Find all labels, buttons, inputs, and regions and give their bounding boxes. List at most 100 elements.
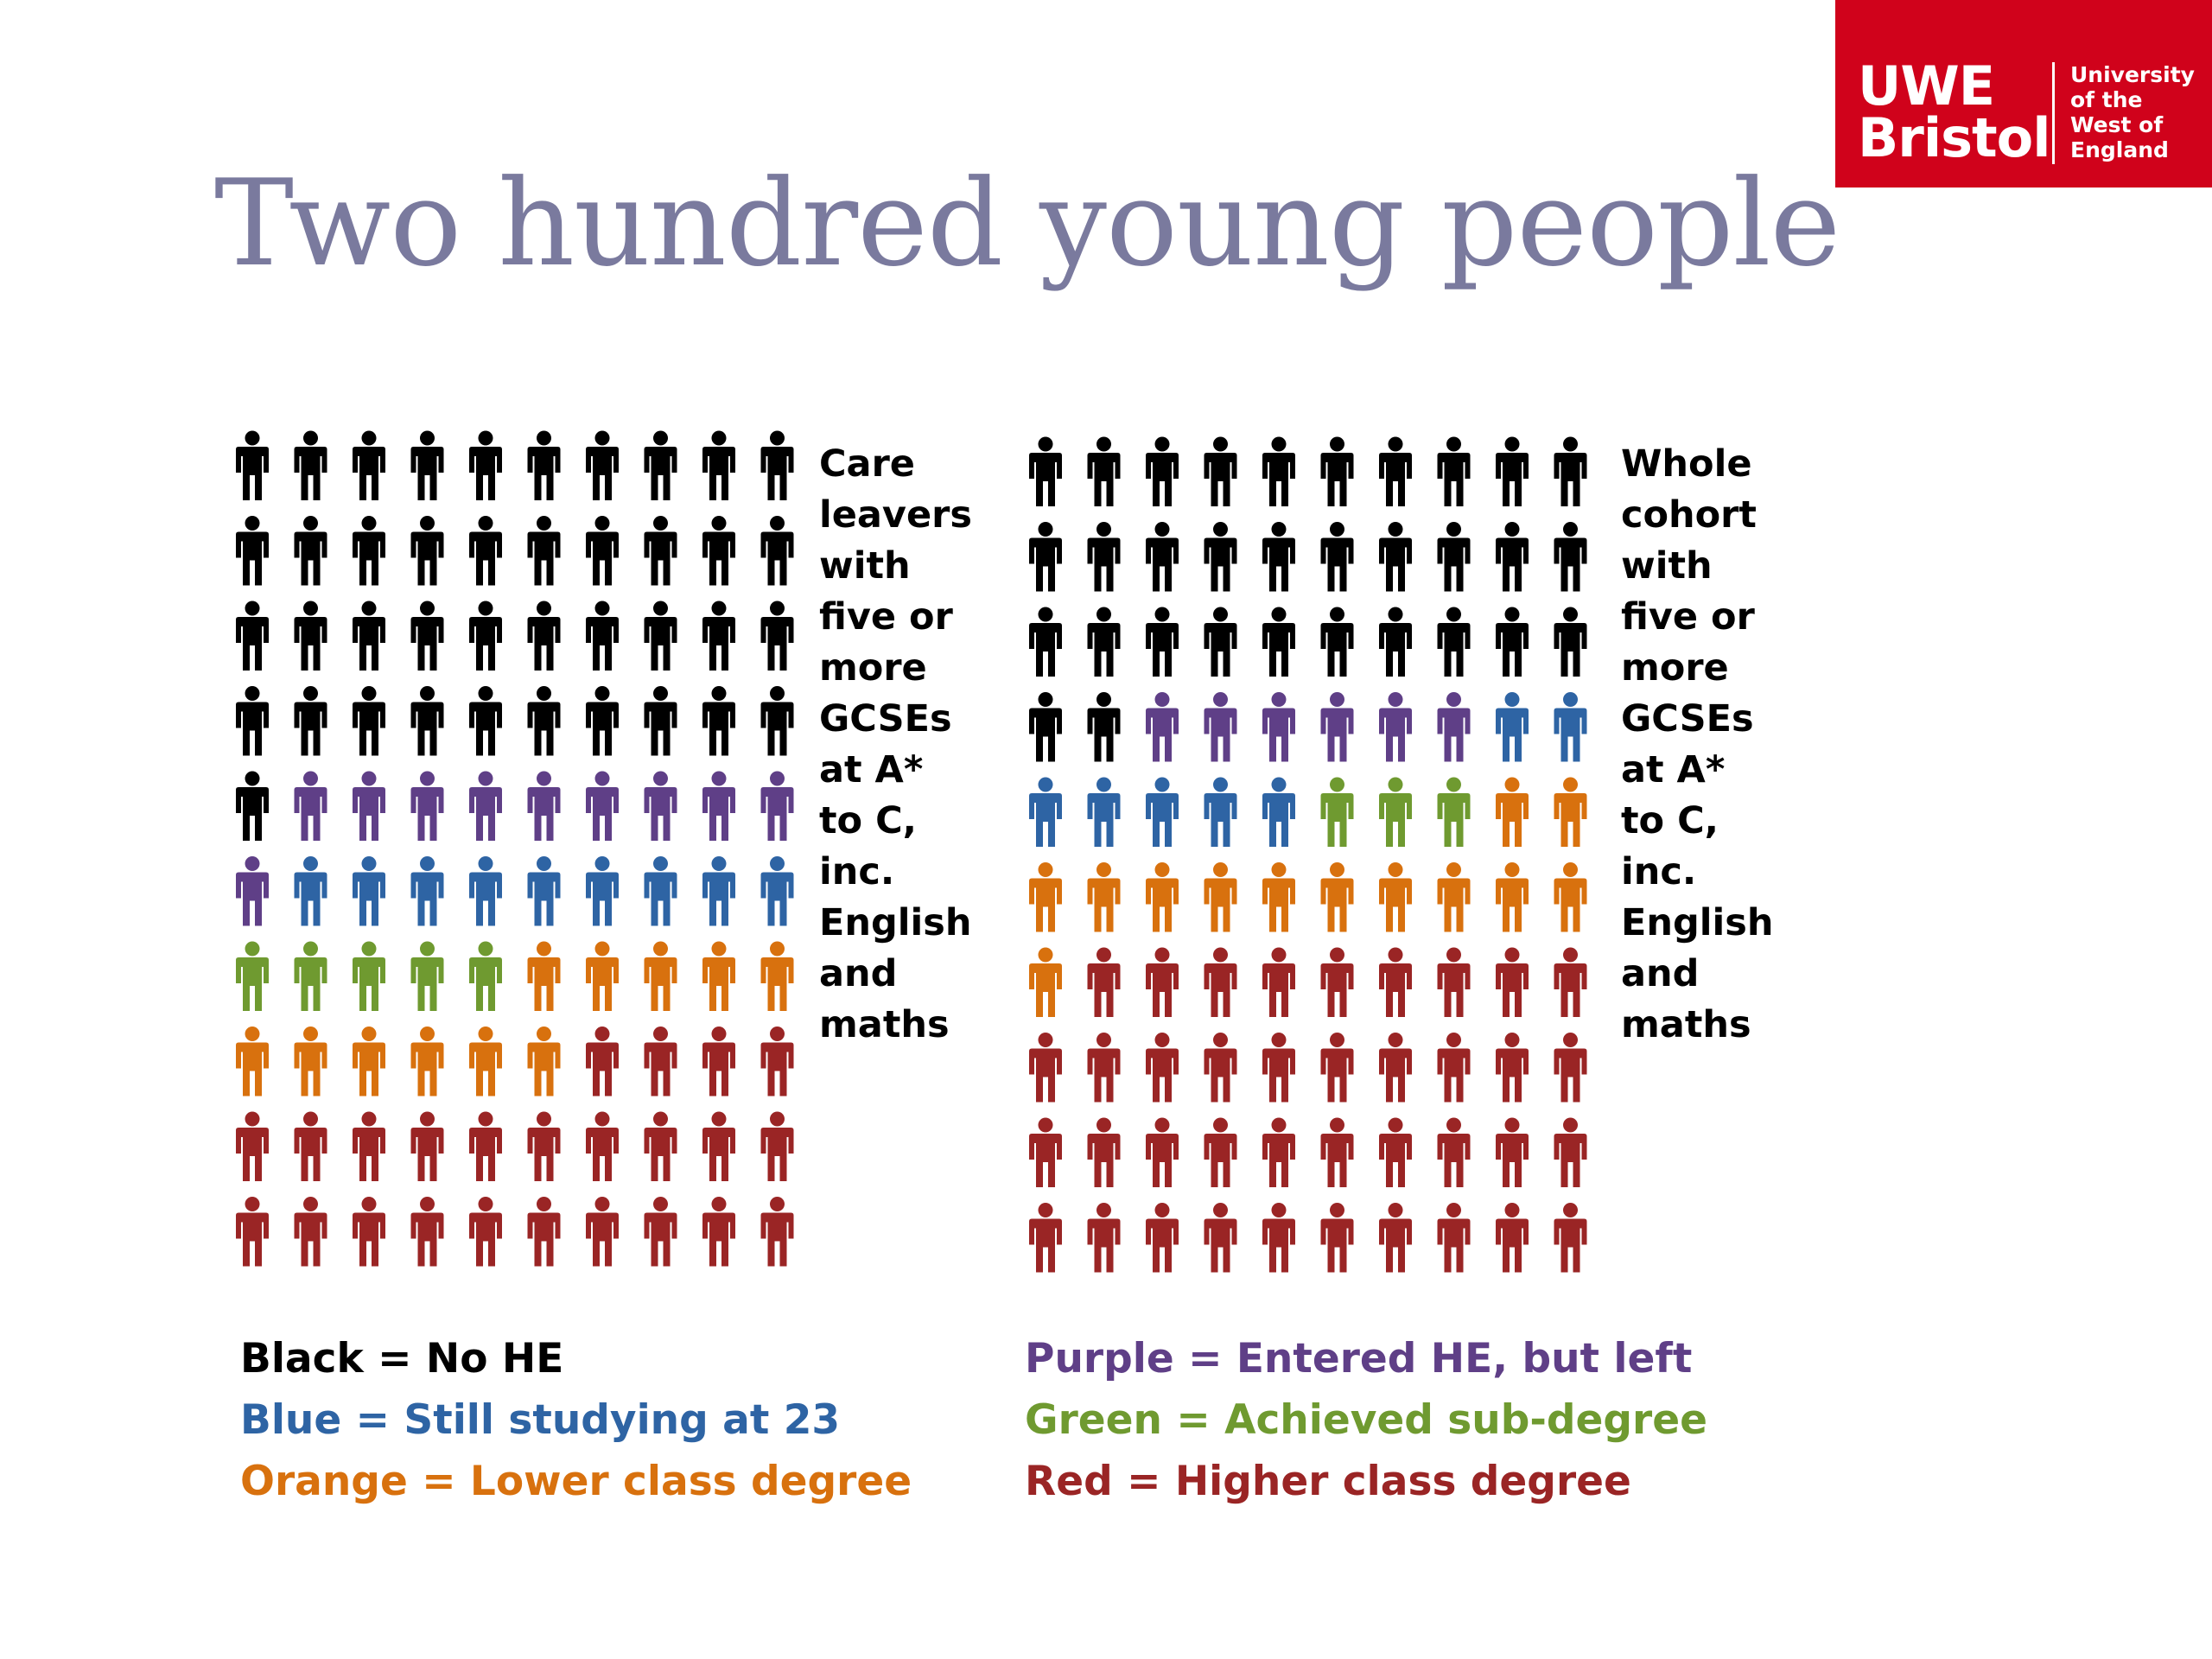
person-icon bbox=[236, 771, 269, 841]
logo-main-line: Bristol bbox=[1858, 106, 2050, 169]
legend-left: Black = No HE Blue = Still studying at 2… bbox=[240, 1328, 912, 1512]
logo-divider bbox=[2052, 62, 2055, 164]
label-line: maths bbox=[819, 1003, 950, 1046]
person-icon bbox=[1262, 947, 1295, 1017]
person-icon bbox=[1496, 1203, 1529, 1273]
person-icon bbox=[1146, 1203, 1179, 1273]
care-leavers-pictogram bbox=[226, 430, 814, 1294]
person-icon bbox=[1087, 692, 1121, 762]
person-icon bbox=[410, 686, 444, 756]
person-icon bbox=[1204, 1203, 1237, 1273]
person-icon bbox=[1496, 522, 1529, 592]
legend-item-orange: Orange = Lower class degree bbox=[240, 1458, 912, 1505]
person-icon bbox=[1379, 436, 1412, 506]
person-icon bbox=[1554, 607, 1587, 677]
person-icon bbox=[1087, 777, 1121, 847]
person-icon bbox=[760, 601, 794, 671]
person-icon bbox=[410, 856, 444, 926]
person-icon bbox=[1496, 692, 1529, 762]
person-icon bbox=[527, 856, 561, 926]
person-icon bbox=[469, 1111, 502, 1181]
person-icon bbox=[527, 601, 561, 671]
person-icon bbox=[644, 516, 677, 586]
person-icon bbox=[1262, 436, 1295, 506]
person-icon bbox=[1087, 1117, 1121, 1187]
person-icon bbox=[410, 1197, 444, 1267]
person-icon bbox=[1087, 607, 1121, 677]
person-icon bbox=[294, 941, 327, 1011]
person-icon bbox=[1262, 1203, 1295, 1273]
person-icon bbox=[1087, 1203, 1121, 1273]
person-icon bbox=[469, 516, 502, 586]
person-icon bbox=[1146, 522, 1179, 592]
person-icon bbox=[236, 686, 269, 756]
person-icon bbox=[294, 430, 327, 500]
person-icon bbox=[527, 1111, 561, 1181]
legend-item-purple: Purple = Entered HE, but left bbox=[1025, 1335, 1693, 1382]
person-icon bbox=[527, 430, 561, 500]
person-icon bbox=[1029, 522, 1062, 592]
person-icon bbox=[1146, 692, 1179, 762]
person-icon bbox=[1204, 777, 1237, 847]
person-icon bbox=[702, 941, 735, 1011]
person-icon bbox=[1029, 1033, 1062, 1103]
logo-sub-line: England bbox=[2070, 137, 2169, 162]
label-line: to C, bbox=[819, 799, 917, 842]
person-icon bbox=[1437, 1117, 1471, 1187]
person-icon bbox=[1146, 436, 1179, 506]
label-line: English bbox=[1621, 901, 1774, 944]
person-icon bbox=[1320, 1033, 1354, 1103]
person-icon bbox=[1554, 862, 1587, 932]
person-icon bbox=[1029, 1203, 1062, 1273]
person-icon bbox=[1029, 692, 1062, 762]
person-icon bbox=[1437, 1203, 1471, 1273]
person-icon bbox=[410, 601, 444, 671]
person-icon bbox=[1437, 862, 1471, 932]
label-line: Whole bbox=[1621, 442, 1752, 486]
person-icon bbox=[760, 1197, 794, 1267]
person-icon bbox=[702, 1111, 735, 1181]
person-icon bbox=[702, 771, 735, 841]
person-icon bbox=[586, 601, 619, 671]
person-icon bbox=[353, 516, 385, 586]
person-icon bbox=[1554, 1203, 1587, 1273]
person-icon bbox=[236, 430, 269, 500]
person-icon bbox=[702, 516, 735, 586]
person-icon bbox=[644, 686, 677, 756]
person-icon bbox=[1320, 607, 1354, 677]
logo-sub-line: of the bbox=[2070, 87, 2143, 112]
person-icon bbox=[410, 430, 444, 500]
person-icon bbox=[1379, 1117, 1412, 1187]
person-icon bbox=[236, 516, 269, 586]
whole-cohort-pictogram bbox=[1020, 436, 1607, 1300]
legend-item-red: Red = Higher class degree bbox=[1025, 1458, 1631, 1505]
person-icon bbox=[644, 771, 677, 841]
label-line: leavers bbox=[819, 493, 972, 537]
legend-item-black: Black = No HE bbox=[240, 1335, 564, 1382]
person-icon bbox=[702, 1027, 735, 1096]
person-icon bbox=[294, 686, 327, 756]
person-icon bbox=[1320, 777, 1354, 847]
person-icon bbox=[353, 430, 385, 500]
label-line: at A* bbox=[819, 748, 924, 791]
person-icon bbox=[1087, 436, 1121, 506]
person-icon bbox=[353, 1197, 385, 1267]
person-icon bbox=[702, 686, 735, 756]
label-line: maths bbox=[1621, 1003, 1751, 1046]
person-icon bbox=[410, 941, 444, 1011]
person-icon bbox=[1320, 436, 1354, 506]
person-icon bbox=[586, 1197, 619, 1267]
person-icon bbox=[236, 856, 269, 926]
label-line: with bbox=[1621, 544, 1713, 588]
person-icon bbox=[294, 1197, 327, 1267]
person-icon bbox=[1554, 777, 1587, 847]
person-icon bbox=[410, 516, 444, 586]
label-line: inc. bbox=[819, 850, 895, 893]
person-icon bbox=[702, 601, 735, 671]
person-icon bbox=[1379, 862, 1412, 932]
label-line: inc. bbox=[1621, 850, 1697, 893]
person-icon bbox=[1379, 947, 1412, 1017]
person-icon bbox=[1262, 522, 1295, 592]
person-icon bbox=[353, 856, 385, 926]
person-icon bbox=[586, 1111, 619, 1181]
